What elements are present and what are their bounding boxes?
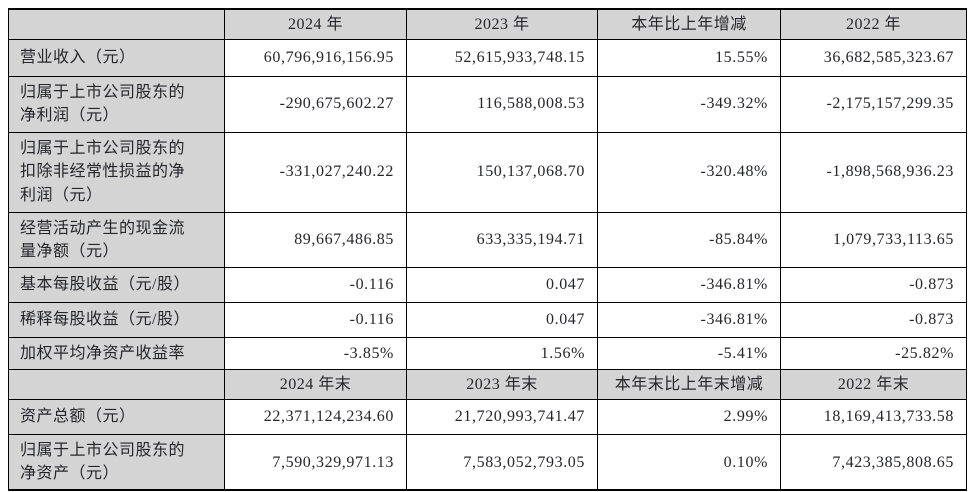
value-2023-cell: 0.047 xyxy=(406,266,598,303)
value-2023-cell: 116,588,008.53 xyxy=(406,75,598,133)
value-2022-cell: -0.873 xyxy=(780,301,967,338)
value-2023-cell: 21,720,993,741.47 xyxy=(406,399,598,436)
header-yoy-change: 本年比上年增减 xyxy=(597,8,781,40)
header-yoy-change: 本年末比上年末增减 xyxy=(597,369,781,401)
table-row: 归属于上市公司股东的净资产（元） 7,590,329,971.13 7,583,05… xyxy=(8,434,967,491)
row-label-cell: 资产总额（元） xyxy=(8,399,225,436)
value-2023-cell: 0.047 xyxy=(406,301,598,338)
value-2023-cell: 7,583,052,793.05 xyxy=(406,434,598,491)
value-2024-cell: 22,371,124,234.60 xyxy=(224,399,407,436)
yoy-change-cell: -346.81% xyxy=(597,266,781,303)
value-2024-cell: 7,590,329,971.13 xyxy=(224,434,407,491)
table-row: 营业收入（元） 60,796,916,156.95 52,615,933,748.1… xyxy=(8,38,967,77)
corner-cell xyxy=(8,8,225,40)
header-year-2024: 2024 年末 xyxy=(224,369,407,401)
row-label-cell: 归属于上市公司股东的净利润（元） xyxy=(8,75,225,133)
value-2022-cell: 18,169,413,733.58 xyxy=(780,399,967,436)
row-label-cell: 经营活动产生的现金流量净额（元） xyxy=(8,211,225,268)
header-year-2024: 2024 年 xyxy=(224,8,407,40)
value-2024-cell: -331,027,240.22 xyxy=(224,131,407,213)
yoy-change-cell: 0.10% xyxy=(597,434,781,491)
financial-summary-table: 2024 年 2023 年本年比上年增减 2022 年营业收入（元） 60,796,9… xyxy=(8,8,967,492)
row-label-cell: 归属于上市公司股东的净资产（元） xyxy=(8,434,225,491)
value-2024-cell: -290,675,602.27 xyxy=(224,75,407,133)
yoy-change-cell: -346.81% xyxy=(597,301,781,338)
table-row: 加权平均净资产收益率 -3.85% 1.56% -5.41% -25.82% xyxy=(8,336,967,371)
row-label-cell: 归属于上市公司股东的扣除非经常性损益的净利润（元） xyxy=(8,131,225,213)
value-2023-cell: 52,615,933,748.15 xyxy=(406,38,598,77)
value-2023-cell: 633,335,194.71 xyxy=(406,211,598,268)
table-row: 稀释每股收益（元/股） -0.116 0.047 -346.81% -0.873 xyxy=(8,301,967,338)
value-2024-cell: -0.116 xyxy=(224,266,407,303)
financial-summary-table-body: 2024 年 2023 年本年比上年增减 2022 年营业收入（元） 60,796,9… xyxy=(8,8,967,491)
value-2022-cell: -1,898,568,936.23 xyxy=(780,131,967,213)
table-row: 归属于上市公司股东的净利润（元） -290,675,602.27 116,588,0… xyxy=(8,75,967,133)
corner-cell xyxy=(8,369,225,401)
yoy-change-cell: -320.48% xyxy=(597,131,781,213)
value-2022-cell: -2,175,157,299.35 xyxy=(780,75,967,133)
yoy-change-cell: -349.32% xyxy=(597,75,781,133)
header-year-2022: 2022 年末 xyxy=(780,369,967,401)
value-2024-cell: 60,796,916,156.95 xyxy=(224,38,407,77)
value-2024-cell: -3.85% xyxy=(224,336,407,371)
value-2024-cell: -0.116 xyxy=(224,301,407,338)
table-header-row: 2024 年末 2023 年末 本年末比上年末增减 2022 年末 xyxy=(8,369,967,401)
row-label-cell: 稀释每股收益（元/股） xyxy=(8,301,225,338)
table-row: 经营活动产生的现金流量净额（元） 89,667,486.85 633,335,194… xyxy=(8,211,967,268)
table-row: 资产总额（元） 22,371,124,234.60 21,720,993,741.4… xyxy=(8,399,967,436)
yoy-change-cell: 15.55% xyxy=(597,38,781,77)
header-year-2023: 2023 年末 xyxy=(406,369,598,401)
row-label-cell: 基本每股收益（元/股） xyxy=(8,266,225,303)
header-year-2023: 2023 年 xyxy=(406,8,598,40)
value-2022-cell: 36,682,585,323.67 xyxy=(780,38,967,77)
yoy-change-cell: -85.84% xyxy=(597,211,781,268)
table-row: 归属于上市公司股东的扣除非经常性损益的净利润（元） -331,027,240.22… xyxy=(8,131,967,213)
row-label-cell: 营业收入（元） xyxy=(8,38,225,77)
table-row: 基本每股收益（元/股） -0.116 0.047 -346.81% -0.873 xyxy=(8,266,967,303)
value-2022-cell: 1,079,733,113.65 xyxy=(780,211,967,268)
yoy-change-cell: 2.99% xyxy=(597,399,781,436)
row-label-cell: 加权平均净资产收益率 xyxy=(8,336,225,371)
value-2024-cell: 89,667,486.85 xyxy=(224,211,407,268)
value-2022-cell: -0.873 xyxy=(780,266,967,303)
value-2023-cell: 1.56% xyxy=(406,336,598,371)
table-header-row: 2024 年 2023 年本年比上年增减 2022 年 xyxy=(8,8,967,40)
value-2022-cell: -25.82% xyxy=(780,336,967,371)
yoy-change-cell: -5.41% xyxy=(597,336,781,371)
header-year-2022: 2022 年 xyxy=(780,8,967,40)
value-2023-cell: 150,137,068.70 xyxy=(406,131,598,213)
value-2022-cell: 7,423,385,808.65 xyxy=(780,434,967,491)
